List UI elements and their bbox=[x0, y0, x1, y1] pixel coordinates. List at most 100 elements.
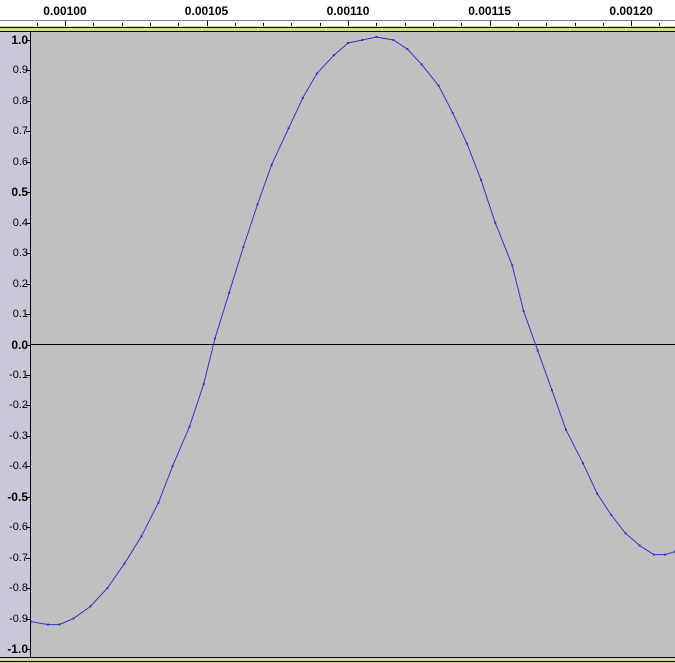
timeline-tick bbox=[405, 23, 406, 26]
sample-point[interactable] bbox=[639, 545, 641, 547]
sample-point[interactable] bbox=[58, 624, 60, 626]
amplitude-label: -1.0 bbox=[1, 642, 28, 656]
amplitude-label: -0.6 bbox=[1, 521, 28, 533]
amplitude-label: 0.9 bbox=[1, 64, 28, 76]
track-bottom-border-line bbox=[0, 657, 675, 658]
timeline-tick bbox=[150, 23, 151, 26]
amplitude-tick bbox=[26, 40, 30, 41]
sample-point[interactable] bbox=[653, 554, 655, 556]
amplitude-label: 0.3 bbox=[1, 247, 28, 259]
amplitude-tick bbox=[26, 314, 30, 315]
sample-point[interactable] bbox=[203, 383, 205, 385]
sample-point[interactable] bbox=[333, 54, 335, 56]
sample-point[interactable] bbox=[140, 535, 142, 537]
timeline-tick bbox=[433, 23, 434, 26]
sample-point[interactable] bbox=[123, 563, 125, 565]
amplitude-label: -0.3 bbox=[1, 430, 28, 442]
sample-point[interactable] bbox=[582, 462, 584, 464]
sample-point[interactable] bbox=[73, 618, 75, 620]
sample-point[interactable] bbox=[392, 39, 394, 41]
timeline-ruler-baseline bbox=[0, 20, 675, 21]
timeline-label: 0.00110 bbox=[327, 4, 370, 18]
amplitude-tick bbox=[26, 497, 30, 498]
amplitude-tick bbox=[26, 405, 30, 406]
amplitude-tick bbox=[26, 284, 30, 285]
sample-point[interactable] bbox=[214, 337, 216, 339]
sample-point[interactable] bbox=[89, 605, 91, 607]
sample-point[interactable] bbox=[421, 63, 423, 65]
timeline-tick bbox=[93, 23, 94, 26]
sample-point[interactable] bbox=[172, 465, 174, 467]
timeline-label: 0.00120 bbox=[609, 4, 652, 18]
amplitude-label: 0.5 bbox=[1, 185, 28, 199]
sample-point[interactable] bbox=[511, 264, 513, 266]
sample-point[interactable] bbox=[438, 85, 440, 87]
timeline-label: 0.00115 bbox=[468, 4, 511, 18]
sample-point[interactable] bbox=[480, 179, 482, 181]
timeline-tick bbox=[659, 23, 660, 26]
timeline-tick bbox=[122, 23, 123, 26]
amplitude-label: -0.9 bbox=[1, 613, 28, 625]
timeline-tick bbox=[376, 23, 377, 26]
sample-point[interactable] bbox=[157, 502, 159, 504]
amplitude-label: 0.1 bbox=[1, 308, 28, 320]
sample-point[interactable] bbox=[242, 246, 244, 248]
sample-point[interactable] bbox=[189, 426, 191, 428]
timeline-tick bbox=[546, 23, 547, 26]
amplitude-tick bbox=[26, 588, 30, 589]
sample-point[interactable] bbox=[361, 39, 363, 41]
sample-point[interactable] bbox=[537, 350, 539, 352]
amplitude-tick bbox=[26, 619, 30, 620]
sample-point[interactable] bbox=[664, 554, 666, 556]
waveform-track[interactable] bbox=[31, 32, 675, 657]
sample-point[interactable] bbox=[228, 292, 230, 294]
amplitude-tick bbox=[26, 70, 30, 71]
amplitude-tick bbox=[26, 101, 30, 102]
sample-point[interactable] bbox=[302, 97, 304, 99]
timeline-tick bbox=[263, 23, 264, 26]
sample-point[interactable] bbox=[271, 164, 273, 166]
timeline-tick bbox=[631, 21, 632, 26]
timeline-tick bbox=[603, 23, 604, 26]
amplitude-tick bbox=[26, 345, 30, 346]
sample-point[interactable] bbox=[106, 587, 108, 589]
timeline-tick bbox=[575, 23, 576, 26]
amplitude-tick bbox=[26, 527, 30, 528]
waveform-line bbox=[31, 37, 675, 625]
timeline-tick bbox=[518, 23, 519, 26]
sample-point[interactable] bbox=[347, 42, 349, 44]
sample-point[interactable] bbox=[610, 514, 612, 516]
timeline-tick bbox=[37, 23, 38, 26]
sample-point[interactable] bbox=[31, 621, 32, 623]
sample-point[interactable] bbox=[47, 624, 49, 626]
timeline-tick bbox=[235, 23, 236, 26]
sample-point[interactable] bbox=[625, 532, 627, 534]
timeline-tick bbox=[207, 21, 208, 26]
sample-point[interactable] bbox=[257, 203, 259, 205]
sample-point[interactable] bbox=[316, 73, 318, 75]
amplitude-tick bbox=[26, 253, 30, 254]
amplitude-label: -0.7 bbox=[1, 552, 28, 564]
waveform-canvas[interactable] bbox=[31, 32, 675, 657]
timeline-tick bbox=[461, 23, 462, 26]
sample-point[interactable] bbox=[288, 127, 290, 129]
amplitude-label: 0.0 bbox=[1, 338, 28, 352]
sample-point[interactable] bbox=[375, 36, 377, 38]
sample-point[interactable] bbox=[452, 112, 454, 114]
amplitude-tick bbox=[26, 223, 30, 224]
track-top-border-line bbox=[0, 27, 675, 28]
sample-point[interactable] bbox=[466, 143, 468, 145]
sample-point[interactable] bbox=[596, 493, 598, 495]
amplitude-label: 0.6 bbox=[1, 156, 28, 168]
sample-point[interactable] bbox=[551, 389, 553, 391]
timeline-tick bbox=[291, 23, 292, 26]
sample-point[interactable] bbox=[523, 310, 525, 312]
amplitude-tick bbox=[26, 649, 30, 650]
amplitude-label: -0.2 bbox=[1, 399, 28, 411]
amplitude-label: 0.2 bbox=[1, 278, 28, 290]
sample-point[interactable] bbox=[407, 48, 409, 50]
timeline-tick bbox=[348, 21, 349, 26]
sample-point[interactable] bbox=[494, 222, 496, 224]
sample-point[interactable] bbox=[565, 429, 567, 431]
amplitude-label: -0.5 bbox=[1, 490, 28, 504]
